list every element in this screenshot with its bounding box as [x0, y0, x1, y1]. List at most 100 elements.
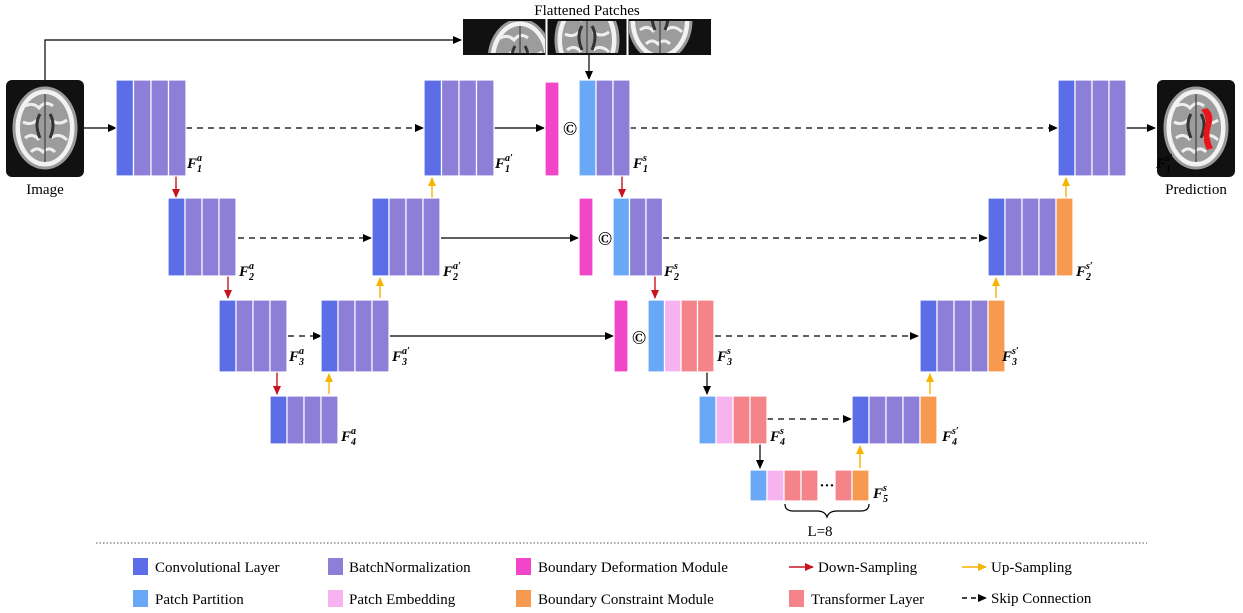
dec-s-3-batchnorm-layer-3 [970, 299, 989, 373]
enc-s-5-transformer-layer-3 [800, 469, 819, 502]
feature-label-f2s: Fs 2 [663, 261, 679, 283]
enc-a-3-batchnorm-layer-1 [235, 299, 254, 373]
dec-s-2-conv-layer-0 [987, 197, 1006, 277]
enc-a-4-batchnorm-layer-2 [303, 395, 322, 445]
connections [44, 36, 1156, 469]
concat-symbol-3: © [632, 328, 646, 349]
dec-s-3-boundary-constraint-module-4 [987, 299, 1006, 373]
feature-label-f4s: Fs 4 [769, 426, 785, 448]
feature-label-sub: 4 [350, 437, 356, 448]
dec-s-4-batchnorm-layer-2 [885, 395, 904, 445]
enc-s-3-patch-embedding-1 [663, 299, 682, 373]
legend-swatch-bcm [516, 590, 531, 607]
dec-a-3-batchnorm-layer-2 [354, 299, 373, 373]
enc-s-2-batchnorm-layer-1 [628, 197, 647, 277]
feature-label-f1sp: Fs′ 1 [1155, 153, 1173, 175]
feature-label-sub: 1 [505, 164, 510, 175]
feature-label-base: F [494, 156, 505, 172]
lesion-mask-icon [1201, 108, 1213, 150]
feature-label-sup: s′ [1085, 261, 1093, 272]
legend-swatch-conv [133, 558, 148, 575]
feature-label-sup: s′ [1011, 346, 1019, 357]
enc-s-5-patch-partition-0 [749, 469, 768, 502]
dec-a-1-conv-layer-0 [423, 79, 443, 177]
enc-s-3-transformer-layer-2 [680, 299, 699, 373]
dec-a-2-batchnorm-layer-3 [422, 197, 441, 277]
feature-label-f4a: Fa 4 [340, 426, 356, 448]
flattened-patches-strip [463, 19, 711, 55]
enc-a-2-batchnorm-layer-1 [184, 197, 203, 277]
feature-label-sup: a′ [402, 346, 410, 357]
feature-label-sup: a [299, 346, 304, 357]
dec-s-2-batchnorm-layer-3 [1038, 197, 1057, 277]
enc-s-4-patch-partition-0 [698, 395, 717, 445]
prediction-label: Prediction [1165, 182, 1227, 198]
concat-symbol-1: © [563, 119, 577, 140]
dec-a-1-batchnorm-layer-3 [475, 79, 495, 177]
feature-label-sup: a′ [453, 261, 461, 272]
concat-symbols: © © © [563, 119, 646, 349]
feature-label-sup: a′ [505, 153, 513, 164]
flattened-patches-title: Flattened Patches [534, 3, 640, 19]
dec-a-2-batchnorm-layer-2 [405, 197, 424, 277]
feature-label-sub: 4 [779, 437, 785, 448]
dec-s-1-batchnorm-layer-2 [1091, 79, 1110, 177]
transformer-count-label: L=8 [807, 524, 832, 540]
enc-s-3-patch-partition-0 [647, 299, 666, 373]
feature-label-base: F [1155, 156, 1166, 172]
feature-label-f2ap: Fa′ 2 [442, 261, 461, 283]
feature-label-f1s: Fs 1 [632, 153, 648, 175]
feature-label-base: F [442, 264, 453, 280]
enc-s-1-batchnorm-layer-1 [595, 79, 614, 177]
bdm-3-boundary-deformation-module-0 [613, 299, 629, 373]
feature-label-sup: s [882, 483, 887, 494]
dec-s-3-batchnorm-layer-1 [936, 299, 955, 373]
feature-label-base: F [1001, 349, 1012, 365]
dec-a-3-batchnorm-layer-1 [337, 299, 356, 373]
enc-a-2-conv-layer-0 [167, 197, 186, 277]
feature-label-f4sp: Fs′ 4 [941, 426, 959, 448]
feature-label-sup: s′ [951, 426, 959, 437]
legend-swatch-bn [328, 558, 343, 575]
enc-s-5-patch-embedding-1 [766, 469, 785, 502]
input-image-label: Image [26, 182, 64, 198]
feature-label-f1a: Fa 1 [186, 153, 202, 175]
enc-s-2-patch-partition-0 [612, 197, 631, 277]
legend-label-bn: BatchNormalization [349, 560, 471, 576]
dec-s-3-batchnorm-layer-2 [953, 299, 972, 373]
legend-swatch-pp [133, 590, 148, 607]
feature-label-sup: s [642, 153, 647, 164]
dec-s-4-batchnorm-layer-1 [868, 395, 887, 445]
dec-s-2-batchnorm-layer-2 [1021, 197, 1040, 277]
feature-label-sub: 3 [298, 357, 304, 368]
feature-label-sup: s [726, 346, 731, 357]
feature-label-base: F [1075, 264, 1086, 280]
enc-a-4-batchnorm-layer-3 [320, 395, 339, 445]
feature-label-sub: 1 [1166, 164, 1171, 175]
feature-label-sub: 1 [197, 164, 202, 175]
enc-a-3-batchnorm-layer-3 [269, 299, 288, 373]
feature-label-base: F [186, 156, 197, 172]
feature-label-sup: s [673, 261, 678, 272]
feature-label-base: F [340, 429, 351, 445]
enc-a-3-conv-layer-0 [218, 299, 237, 373]
feature-label-base: F [238, 264, 249, 280]
legend: Convolutional Layer BatchNormalization B… [133, 558, 1092, 608]
dec-a-3-conv-layer-0 [320, 299, 339, 373]
feature-label-sup: a [197, 153, 202, 164]
legend-label-bdm: Boundary Deformation Module [538, 560, 728, 576]
legend-label-tl: Transformer Layer [811, 592, 924, 608]
transformer-brace [784, 503, 870, 519]
feature-label-sup: s′ [1165, 153, 1173, 164]
legend-label-pe: Patch Embedding [349, 592, 456, 608]
dec-s-1-conv-layer-0 [1057, 79, 1076, 177]
feature-labels: Fa 1Fa 2Fa 3Fa 4Fa′ 1Fa′ 2Fa′ 3Fs 1Fs 2Fs 3Fs 4Fs 5F… [186, 153, 1173, 505]
legend-label-pp: Patch Partition [155, 592, 244, 608]
feature-label-sub: 4 [951, 437, 957, 448]
network-blocks [115, 79, 1127, 502]
feature-label-base: F [663, 264, 674, 280]
enc-s-3-transformer-layer-3 [696, 299, 715, 373]
dec-s-1-batchnorm-layer-1 [1074, 79, 1093, 177]
feature-label-f1ap: Fa′ 1 [494, 153, 513, 175]
